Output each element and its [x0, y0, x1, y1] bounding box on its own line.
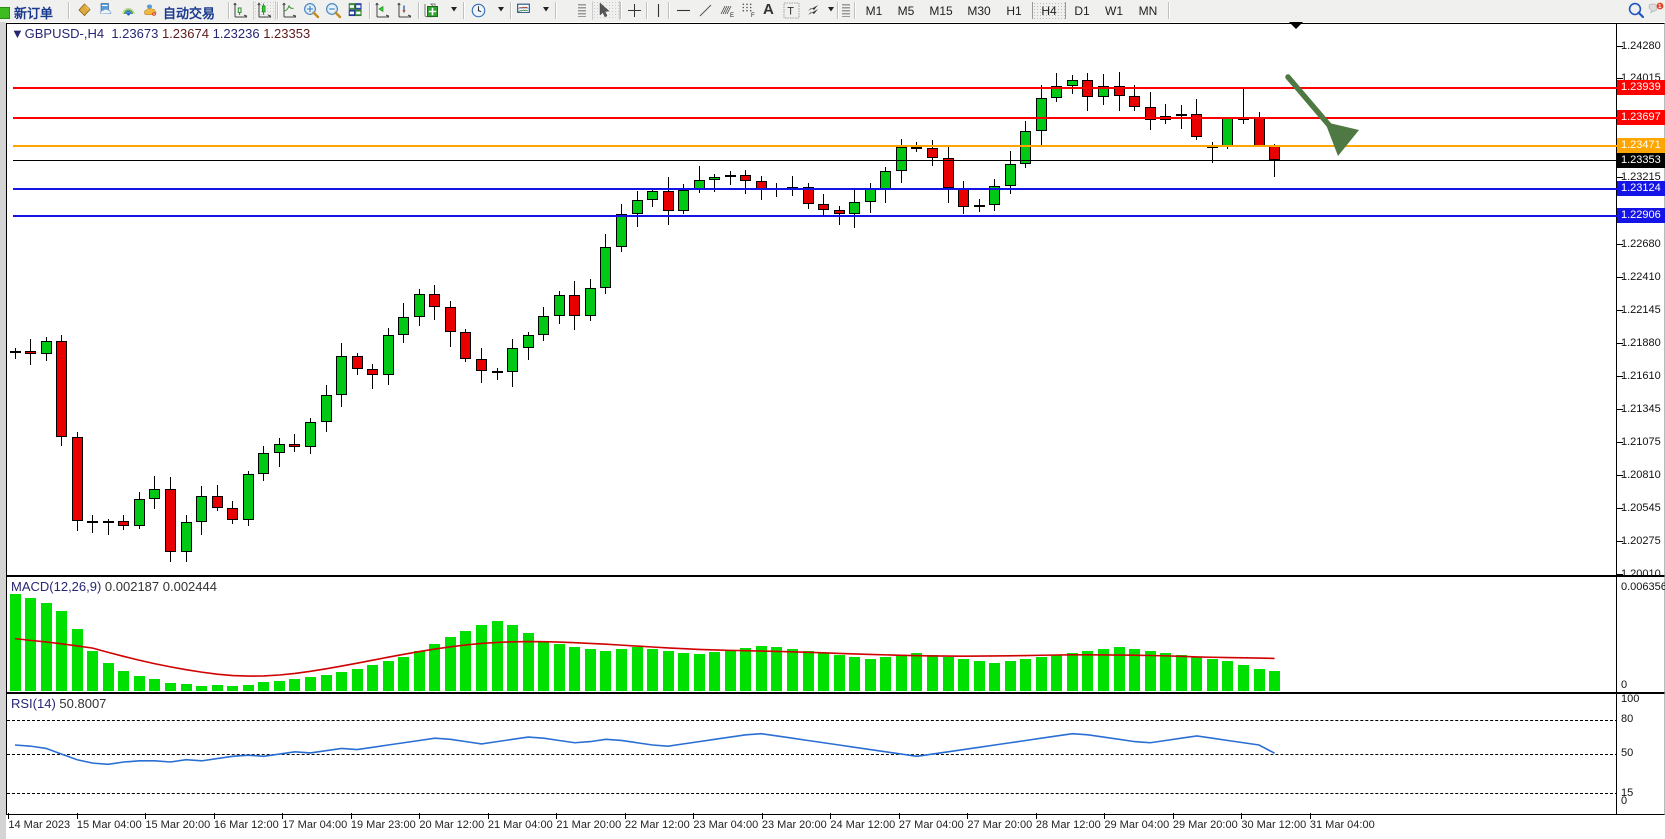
svg-text:1: 1 — [1658, 4, 1661, 10]
svg-text:T: T — [787, 6, 794, 18]
svg-text:F: F — [751, 13, 755, 19]
svg-text:E: E — [730, 13, 734, 19]
